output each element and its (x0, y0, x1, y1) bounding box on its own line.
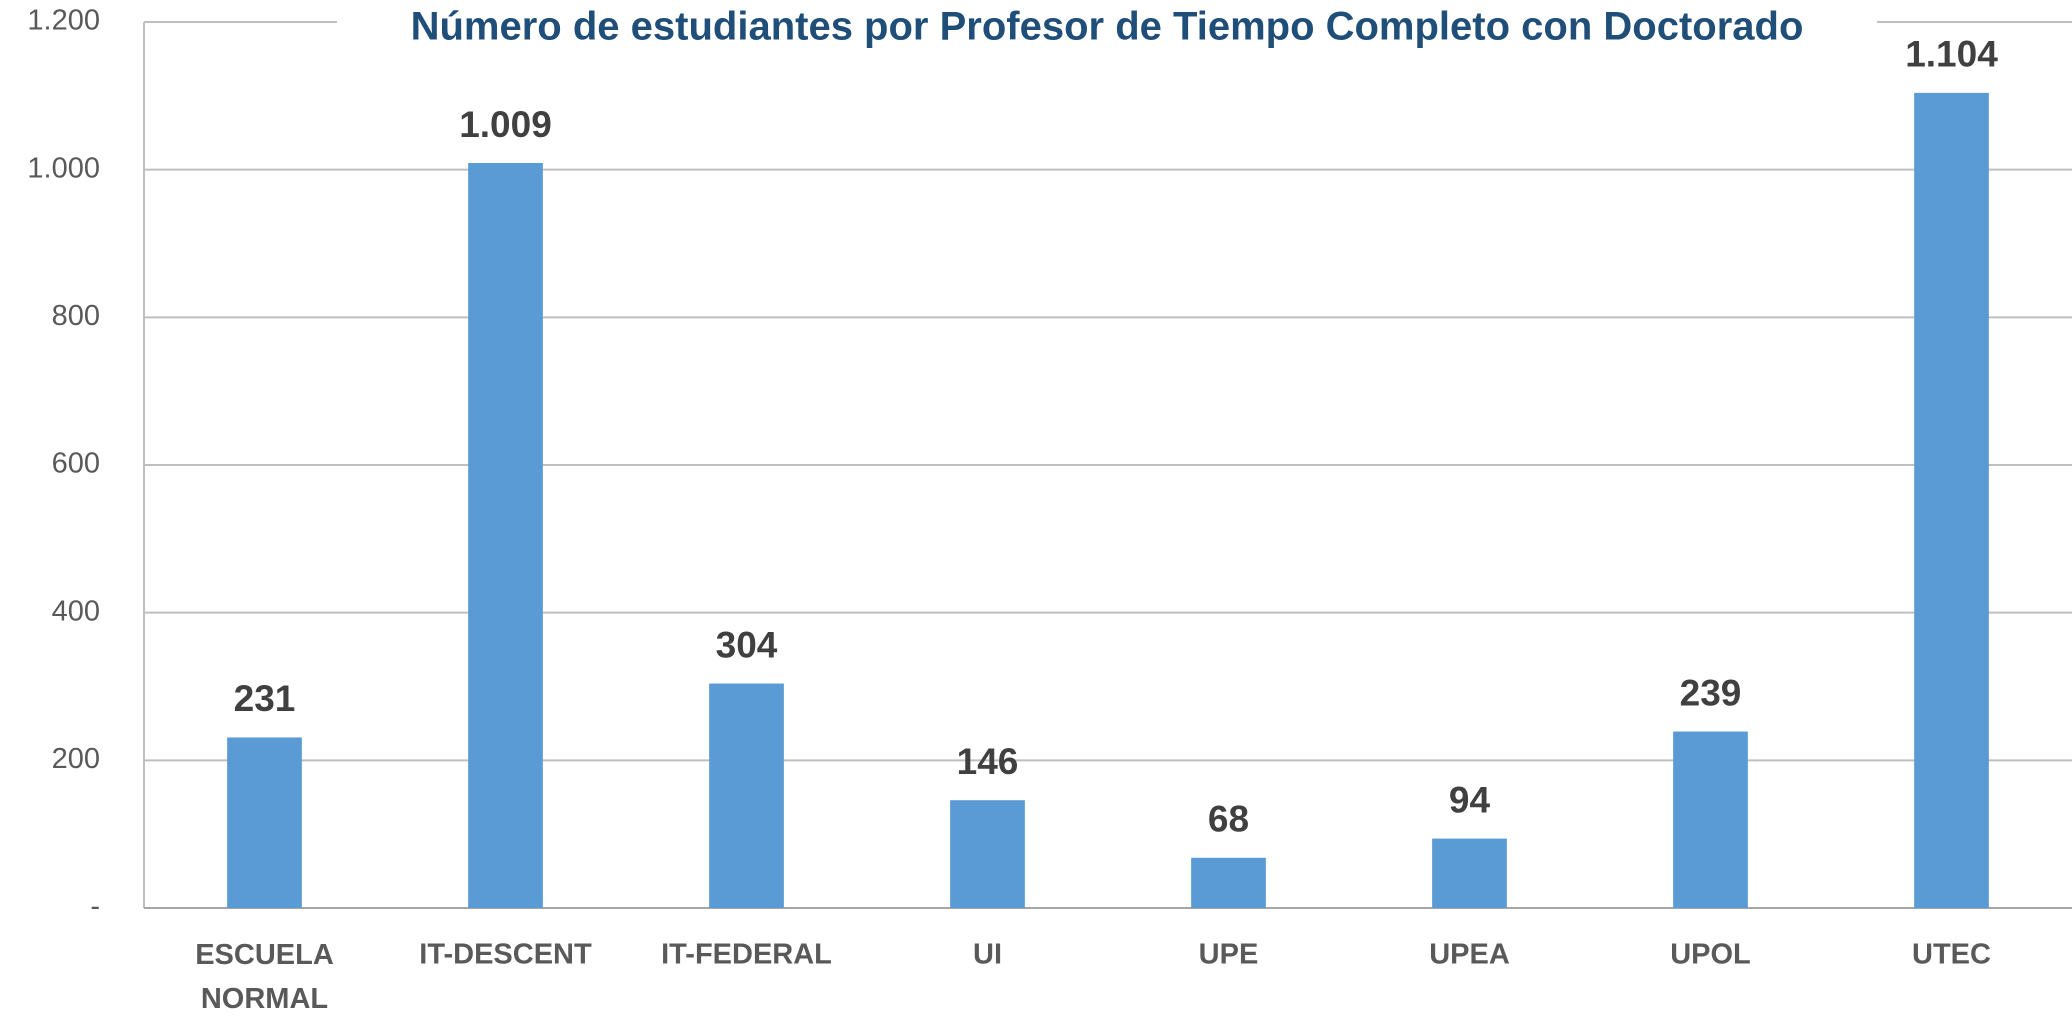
data-label: 146 (957, 741, 1019, 782)
y-tick-label: 1.000 (27, 152, 100, 184)
x-tick-label: IT-FEDERAL (661, 939, 832, 971)
data-label: 1.104 (1905, 34, 1998, 75)
chart-title: Número de estudiantes por Profesor de Ti… (411, 5, 1804, 49)
y-tick-label: 1.200 (27, 5, 100, 37)
bar (1914, 92, 1989, 908)
x-tick-label: UI (973, 939, 1002, 971)
title-background (337, 0, 1877, 56)
bar (1673, 731, 1748, 908)
data-label: 1.009 (459, 104, 552, 145)
bar (227, 737, 302, 908)
bar (1432, 838, 1507, 908)
data-label: 304 (716, 624, 778, 665)
bar (468, 163, 543, 908)
data-label: 94 (1449, 779, 1491, 820)
x-tick-label: ESCUELA NORMAL (195, 939, 334, 1015)
x-tick-label: UPEA (1429, 939, 1510, 971)
bar (950, 800, 1025, 908)
y-tick-label: 800 (52, 300, 100, 332)
bar (1191, 857, 1266, 908)
y-tick-label: 200 (52, 743, 100, 775)
x-tick-label: UTEC (1912, 939, 1991, 971)
data-label: 231 (234, 678, 296, 719)
x-tick-label: UPOL (1670, 939, 1751, 971)
y-tick-label: - (90, 891, 100, 923)
bar (709, 683, 784, 908)
data-label: 239 (1680, 672, 1742, 713)
data-label: 68 (1208, 799, 1249, 840)
y-tick-label: 600 (52, 448, 100, 480)
x-tick-label: UPE (1199, 939, 1259, 971)
y-tick-label: 400 (52, 595, 100, 627)
x-tick-label: IT-DESCENT (419, 939, 592, 971)
